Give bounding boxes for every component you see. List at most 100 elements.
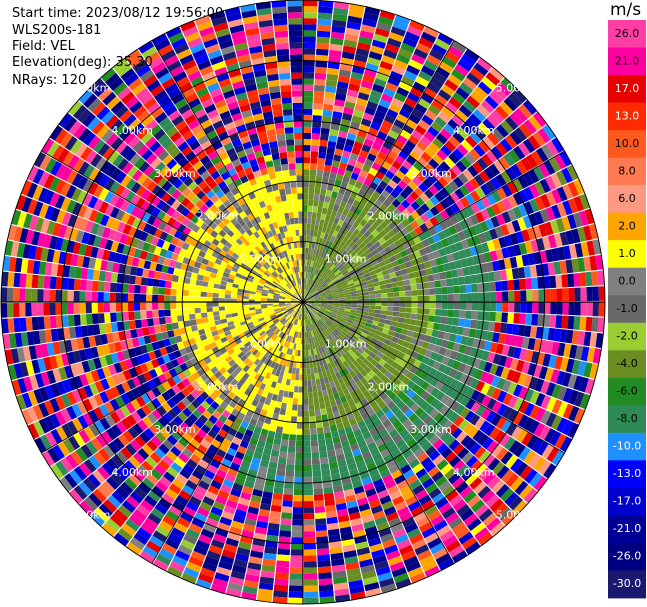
data-gate — [290, 422, 297, 429]
data-gate — [358, 275, 365, 281]
data-gate — [198, 268, 206, 276]
data-gate — [501, 511, 517, 526]
data-gate — [331, 309, 338, 314]
data-gate — [62, 379, 72, 393]
data-gate — [429, 216, 439, 226]
data-gate — [380, 332, 388, 339]
data-gate — [227, 532, 241, 542]
data-gate — [368, 290, 376, 295]
data-gate — [476, 157, 489, 170]
data-gate — [413, 359, 422, 368]
data-gate — [404, 522, 419, 534]
data-gate — [309, 302, 315, 304]
data-gate — [45, 431, 58, 447]
data-gate — [360, 281, 368, 287]
data-gate — [470, 190, 481, 202]
data-gate — [405, 453, 417, 464]
data-gate — [477, 81, 493, 95]
data-gate — [213, 533, 227, 544]
data-gate — [489, 250, 498, 262]
data-gate — [295, 325, 298, 332]
data-gate — [251, 457, 261, 466]
data-gate — [132, 509, 147, 522]
data-gate — [283, 312, 289, 318]
data-gate — [447, 118, 460, 131]
data-gate — [431, 169, 442, 181]
data-gate — [430, 514, 445, 527]
data-gate — [279, 408, 286, 416]
data-gate — [296, 362, 300, 369]
data-gate — [418, 333, 426, 341]
data-gate — [319, 279, 325, 285]
data-gate — [421, 441, 433, 452]
data-gate — [173, 268, 181, 276]
data-gate — [408, 134, 420, 146]
data-gate — [222, 371, 231, 379]
data-gate — [490, 521, 506, 536]
data-gate — [234, 366, 243, 374]
data-gate — [101, 227, 111, 239]
data-gate — [317, 12, 333, 20]
data-gate — [360, 564, 375, 574]
data-gate — [227, 278, 234, 284]
data-gate — [80, 444, 93, 459]
data-gate — [40, 343, 49, 358]
data-gate — [441, 286, 448, 295]
data-gate — [419, 521, 433, 533]
data-gate — [81, 360, 91, 373]
data-gate — [352, 334, 359, 341]
data-gate — [332, 267, 339, 274]
data-gate — [195, 539, 210, 551]
data-gate — [454, 211, 465, 222]
data-gate — [10, 241, 20, 257]
data-gate — [556, 417, 568, 433]
data-gate — [456, 503, 471, 517]
data-gate — [486, 150, 498, 163]
data-gate — [460, 395, 471, 407]
data-gate — [139, 294, 147, 302]
data-gate — [209, 325, 217, 332]
data-gate — [378, 237, 386, 245]
data-gate — [306, 313, 310, 320]
data-gate — [248, 296, 255, 300]
data-gate — [439, 220, 448, 231]
data-gate — [308, 260, 312, 267]
data-gate — [434, 315, 442, 324]
data-gate — [455, 200, 465, 211]
data-gate — [348, 329, 356, 335]
data-gate — [331, 160, 340, 168]
data-gate — [306, 356, 310, 363]
data-gate — [309, 254, 313, 261]
data-gate — [102, 249, 111, 261]
data-gate — [344, 292, 351, 296]
data-gate — [98, 237, 108, 249]
data-gate — [1, 271, 9, 287]
data-gate — [229, 576, 244, 586]
data-gate — [240, 491, 252, 501]
data-gate — [312, 261, 316, 268]
data-gate — [240, 420, 249, 429]
data-gate — [387, 330, 395, 337]
data-gate — [325, 321, 332, 327]
data-gate — [433, 519, 448, 532]
data-gate — [363, 138, 374, 148]
data-gate — [306, 272, 310, 279]
data-gate — [280, 332, 285, 339]
data-gate — [273, 407, 281, 415]
data-gate — [287, 373, 292, 380]
data-gate — [490, 146, 503, 160]
data-gate — [402, 448, 414, 459]
data-gate — [359, 558, 374, 568]
data-gate — [334, 99, 345, 107]
data-gate — [104, 271, 112, 282]
data-gate — [532, 225, 542, 239]
data-gate — [333, 411, 341, 419]
data-gate — [433, 223, 443, 233]
data-gate — [236, 503, 249, 512]
data-gate — [579, 377, 589, 393]
data-gate — [307, 343, 311, 350]
data-gate — [546, 140, 559, 157]
data-gate — [342, 270, 349, 276]
data-gate — [236, 308, 244, 313]
data-gate — [470, 274, 478, 284]
